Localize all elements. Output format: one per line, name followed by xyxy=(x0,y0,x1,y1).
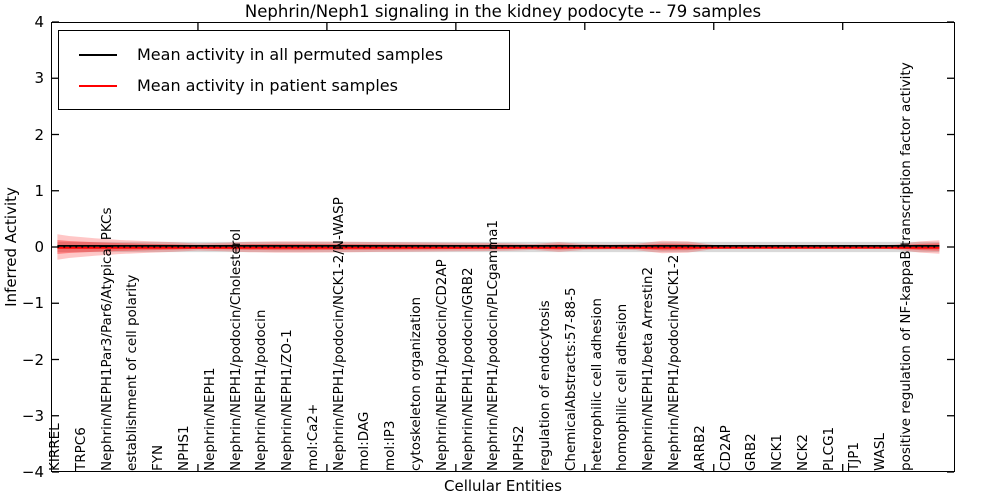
category-label: ARRB2 xyxy=(691,425,708,471)
y-tick-label: −2 xyxy=(21,350,44,369)
chart-title: Nephrin/Neph1 signaling in the kidney po… xyxy=(244,2,762,21)
legend: Mean activity in all permuted samples Me… xyxy=(58,30,510,110)
y-tick-label: −3 xyxy=(21,406,44,425)
category-label: heterophilic cell adhesion xyxy=(588,298,605,471)
legend-row-permuted: Mean activity in all permuted samples xyxy=(69,39,499,70)
patient-band-outer xyxy=(57,234,940,260)
category-label: mol:Ca2+ xyxy=(304,403,321,471)
y-tick-label: 4 xyxy=(34,13,44,31)
y-tick-label: 1 xyxy=(34,181,44,200)
category-label: Nephrin/NEPH1/ZO-1 xyxy=(279,329,296,471)
category-label: Nephrin/NEPH1/podocin xyxy=(253,309,270,471)
y-tick-label: −1 xyxy=(21,294,44,313)
category-label: Nephrin/NEPH1Par3/Par6/Atypical PKCs xyxy=(98,207,115,472)
category-label: homophilic cell adhesion xyxy=(614,303,631,471)
category-label: ChemicalAbstracts:57-88-5 xyxy=(562,287,579,471)
category-label: Nephrin/NEPH1/podocin/PLCgamma1 xyxy=(485,219,502,471)
category-label: TRPC6 xyxy=(72,427,89,471)
legend-label-permuted: Mean activity in all permuted samples xyxy=(137,45,444,64)
category-label: Nephrin/NEPH1/podocin/Cholesterol xyxy=(227,228,244,471)
x-axis-title: Cellular Entities xyxy=(444,477,562,495)
category-label: Nephrin/NEPH1/podocin/CD2AP xyxy=(433,259,450,471)
category-label: Nephrin/NEPH1/podocin/NCK1-2/N-WASP xyxy=(330,197,347,471)
category-label: TJP1 xyxy=(846,442,863,471)
category-label: Nephrin/NEPH1/podocin/NCK1-2 xyxy=(665,254,682,471)
patient-line-sample xyxy=(79,84,117,87)
category-label: WASL xyxy=(872,433,889,471)
permuted-line-sample xyxy=(79,53,117,56)
category-label: NCK2 xyxy=(794,434,811,471)
y-tick-label: −4 xyxy=(21,463,44,481)
category-label: CD2AP xyxy=(717,425,734,471)
category-label: establishment of cell polarity xyxy=(124,274,141,471)
category-label: Nephrin/NEPH1 xyxy=(201,367,218,471)
patient-band-inner xyxy=(57,240,940,254)
category-label: FYN xyxy=(150,444,167,471)
category-label: mol:IP3 xyxy=(382,420,399,471)
category-label: regulation of endocytosis xyxy=(537,300,553,471)
category-label: NPHS2 xyxy=(511,425,528,471)
y-tick-label: 3 xyxy=(34,69,44,88)
category-label: Nephrin/NEPH1/beta Arrestin2 xyxy=(640,266,657,471)
category-label: KIRREL xyxy=(47,423,63,471)
category-label: cytoskeleton organization xyxy=(408,296,425,471)
legend-row-patient: Mean activity in patient samples xyxy=(69,70,499,101)
category-label: Nephrin/NEPH1/podocin/GRB2 xyxy=(459,267,476,471)
category-label: GRB2 xyxy=(743,433,760,471)
category-label: NPHS1 xyxy=(175,425,192,471)
category-label: NCK1 xyxy=(769,434,786,471)
category-label: mol:DAG xyxy=(356,411,373,471)
category-label: positive regulation of NF-kappaB transcr… xyxy=(898,62,915,471)
legend-label-patient: Mean activity in patient samples xyxy=(137,76,398,95)
y-tick-label: 0 xyxy=(34,238,44,256)
category-label: PLCG1 xyxy=(820,426,837,471)
plot-area xyxy=(51,22,955,472)
permuted-band xyxy=(57,241,940,253)
y-tick-label: 2 xyxy=(34,125,44,144)
